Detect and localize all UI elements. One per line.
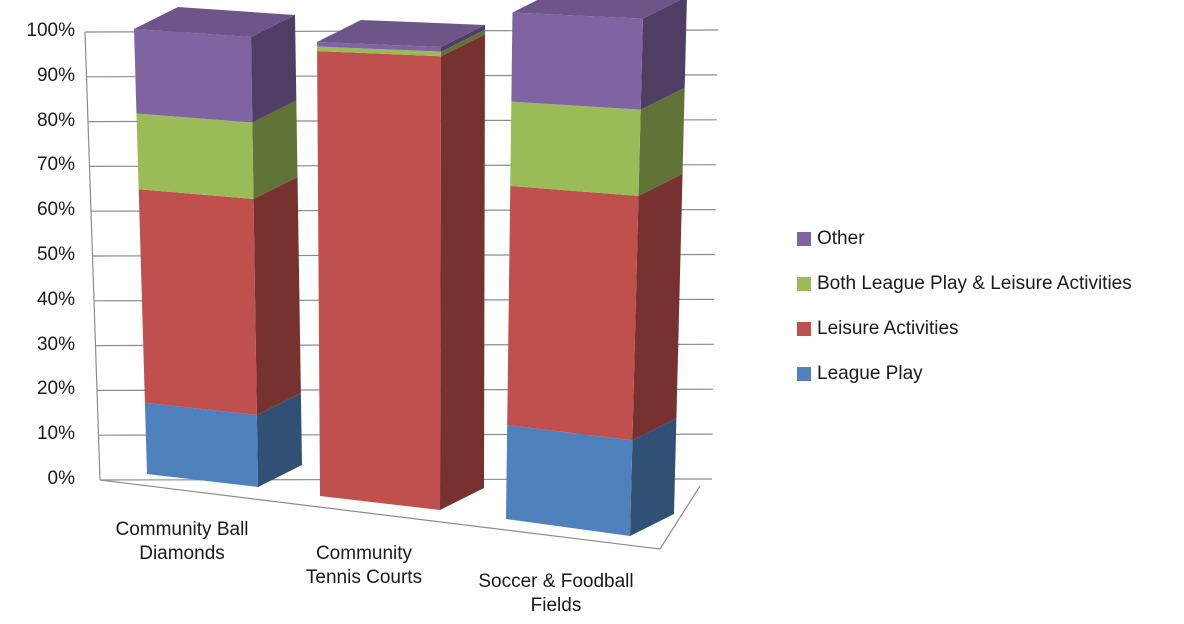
- legend-label: Leisure Activities: [817, 318, 959, 339]
- bar-side-segment: [630, 418, 677, 536]
- bar-segment: [511, 12, 643, 110]
- legend-item: League Play: [797, 363, 1132, 385]
- bar-side-segment: [440, 34, 485, 510]
- y-tick-label: 80%: [36, 109, 75, 131]
- bar-side-segment: [251, 15, 297, 123]
- legend-item: Other: [797, 228, 1132, 250]
- y-tick-label: 90%: [36, 64, 75, 86]
- x-axis-label: Soccer & Foodball Fields: [478, 571, 634, 616]
- bar-segment: [317, 42, 441, 52]
- y-tick-label: 0%: [47, 468, 75, 489]
- bars: [134, 0, 687, 536]
- bar-segment: [507, 186, 639, 441]
- y-tick-label: 20%: [36, 378, 75, 400]
- x-axis-label: Community Ball Diamonds: [115, 519, 249, 564]
- legend-swatch: [797, 367, 811, 381]
- bar-top-cap: [512, 0, 681, 19]
- bar-side-segment: [638, 87, 685, 196]
- floor-front-edge: [99, 479, 661, 550]
- bar-segment: [506, 425, 633, 536]
- legend-swatch: [797, 322, 811, 336]
- bar-segment: [510, 101, 641, 196]
- legend-label: League Play: [817, 363, 923, 384]
- y-tick-label: 10%: [36, 423, 75, 445]
- legend: Other Both League Play & Leisure Activiti…: [797, 228, 1132, 408]
- bar-segment: [138, 189, 257, 415]
- bar-segment: [317, 46, 441, 57]
- legend-item: Leisure Activities: [797, 318, 1132, 340]
- y-tick-label: 40%: [36, 288, 75, 310]
- y-tick-label: 70%: [36, 154, 75, 176]
- x-axis-label: Community Tennis Courts: [305, 543, 423, 588]
- y-tick-label: 60%: [36, 199, 75, 221]
- legend-item: Both League Play & Leisure Activities: [797, 273, 1132, 295]
- legend-swatch: [797, 232, 811, 246]
- bar-side-segment: [252, 100, 298, 199]
- bar-top-cap: [317, 20, 485, 47]
- bar-segment: [317, 51, 441, 510]
- legend-swatch: [797, 277, 811, 291]
- y-tick-label: 100%: [26, 20, 75, 41]
- y-tick-label: 50%: [36, 244, 75, 265]
- bar-side-segment: [440, 25, 485, 52]
- bar-side-segment: [256, 393, 302, 487]
- bar-top-cap: [134, 7, 295, 37]
- bar-segment: [144, 402, 258, 487]
- bar-side-segment: [640, 0, 687, 110]
- bar-side-segment: [440, 29, 485, 57]
- bar-side-segment: [253, 177, 301, 415]
- floor-right-edge: [659, 485, 701, 550]
- bar-segment: [134, 29, 253, 123]
- legend-label: Both League Play & Leisure Activities: [817, 273, 1132, 294]
- y-tick-label: 30%: [36, 333, 75, 355]
- legend-label: Other: [817, 228, 865, 249]
- bar-side-segment: [632, 173, 683, 441]
- bar-segment: [136, 113, 254, 199]
